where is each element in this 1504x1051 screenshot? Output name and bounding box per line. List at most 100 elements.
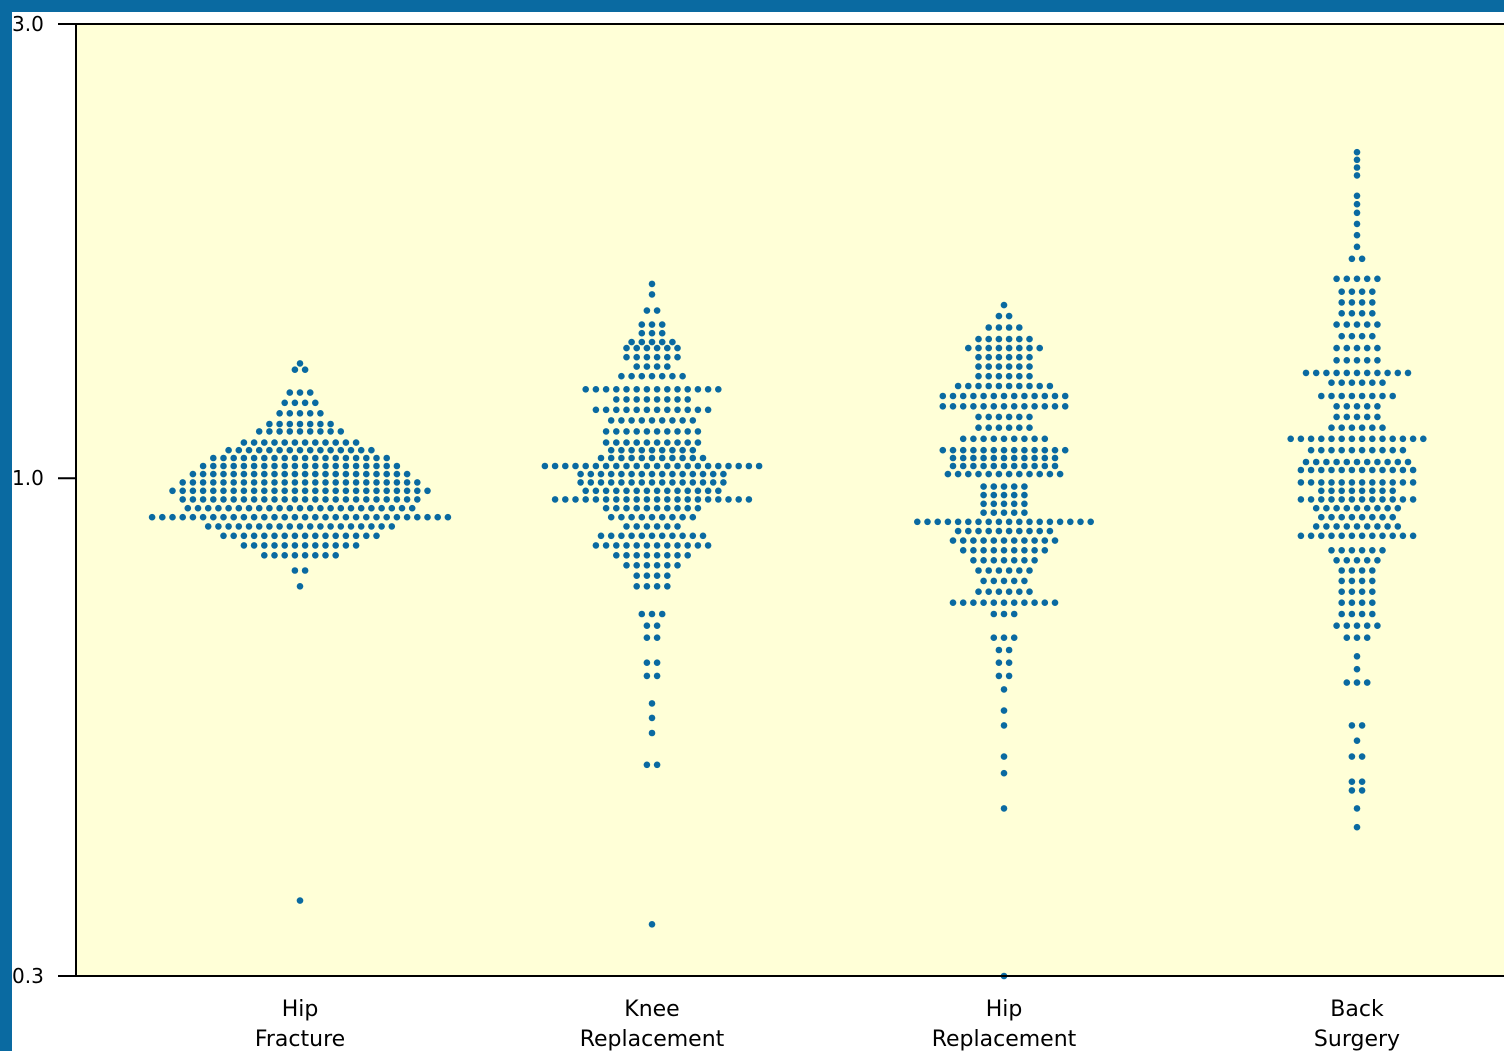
data-point <box>271 552 278 559</box>
data-point <box>582 386 589 393</box>
data-point <box>1348 567 1356 574</box>
data-point <box>1026 518 1033 526</box>
data-point <box>332 542 340 549</box>
data-point <box>383 479 391 486</box>
data-point <box>1379 532 1386 540</box>
data-point <box>623 562 630 569</box>
data-point <box>618 417 625 424</box>
data-point <box>414 487 421 495</box>
data-point <box>623 428 630 435</box>
data-point <box>699 479 707 486</box>
data-point <box>414 479 421 486</box>
data-point <box>1353 557 1361 564</box>
data-point <box>1005 344 1013 352</box>
data-point <box>1000 462 1008 470</box>
data-point <box>985 344 992 352</box>
data-point <box>1016 413 1023 421</box>
data-point <box>1041 454 1049 462</box>
data-point <box>373 487 380 495</box>
data-point <box>1010 509 1018 516</box>
data-point <box>1358 753 1366 760</box>
data-point <box>261 552 268 559</box>
data-point <box>322 513 329 521</box>
data-point <box>235 504 243 512</box>
data-point <box>648 610 656 618</box>
data-point <box>332 470 340 478</box>
data-point <box>684 439 691 446</box>
data-point <box>607 417 615 424</box>
data-point <box>179 496 186 503</box>
data-point <box>638 479 646 486</box>
data-point <box>679 372 686 380</box>
data-point <box>1343 357 1351 364</box>
data-point <box>1343 634 1351 641</box>
data-point <box>245 504 253 512</box>
data-point <box>725 462 732 470</box>
data-point <box>664 353 671 361</box>
data-point <box>368 446 375 454</box>
data-point <box>658 417 666 424</box>
data-point <box>1046 470 1054 478</box>
data-point <box>1026 424 1033 432</box>
data-point <box>1353 243 1361 251</box>
data-point <box>352 532 360 540</box>
data-point <box>286 420 294 428</box>
data-point <box>1384 504 1391 512</box>
y-tick-label: 3.0 <box>12 12 44 36</box>
data-point <box>1041 435 1049 443</box>
data-point <box>1394 458 1402 466</box>
data-point <box>664 344 671 352</box>
data-point <box>638 470 646 478</box>
data-point <box>1016 372 1023 380</box>
data-point <box>628 470 635 478</box>
data-point <box>199 487 207 495</box>
data-point <box>1000 301 1008 309</box>
data-point <box>1010 500 1018 508</box>
data-point <box>281 513 289 521</box>
data-point <box>1051 403 1059 410</box>
data-point <box>674 542 681 549</box>
data-point <box>189 513 197 521</box>
data-point <box>648 291 656 298</box>
data-point <box>1374 275 1381 283</box>
data-point <box>653 504 661 512</box>
data-point <box>1010 547 1018 554</box>
data-point <box>1021 491 1028 499</box>
data-point <box>1328 513 1335 521</box>
data-point <box>1333 357 1340 364</box>
data-point <box>1307 496 1315 503</box>
data-point <box>1394 504 1402 512</box>
data-point <box>1338 379 1345 387</box>
data-point <box>658 610 666 618</box>
data-point <box>633 428 640 435</box>
data-point <box>954 470 962 478</box>
data-point <box>939 392 947 400</box>
data-point <box>995 527 1003 535</box>
data-point <box>1026 353 1033 361</box>
data-point <box>199 496 207 503</box>
data-point <box>291 552 299 559</box>
data-point <box>990 577 998 585</box>
data-point <box>633 344 640 352</box>
data-point <box>1333 622 1340 629</box>
data-point <box>995 413 1003 421</box>
data-point <box>1358 513 1366 521</box>
data-point <box>587 479 595 486</box>
data-point <box>240 542 248 549</box>
data-point <box>704 406 712 414</box>
data-point <box>975 470 982 478</box>
data-point <box>720 479 727 486</box>
data-point <box>1338 513 1345 521</box>
data-point <box>240 513 248 521</box>
data-point <box>296 583 304 590</box>
data-point <box>684 386 691 393</box>
data-point <box>990 509 998 516</box>
data-point <box>975 588 982 595</box>
data-point <box>934 518 941 526</box>
data-point <box>1358 567 1366 574</box>
data-point <box>643 552 651 559</box>
data-point <box>1338 435 1345 443</box>
data-point <box>1318 392 1325 400</box>
data-point <box>1343 622 1351 629</box>
data-point <box>261 454 268 462</box>
